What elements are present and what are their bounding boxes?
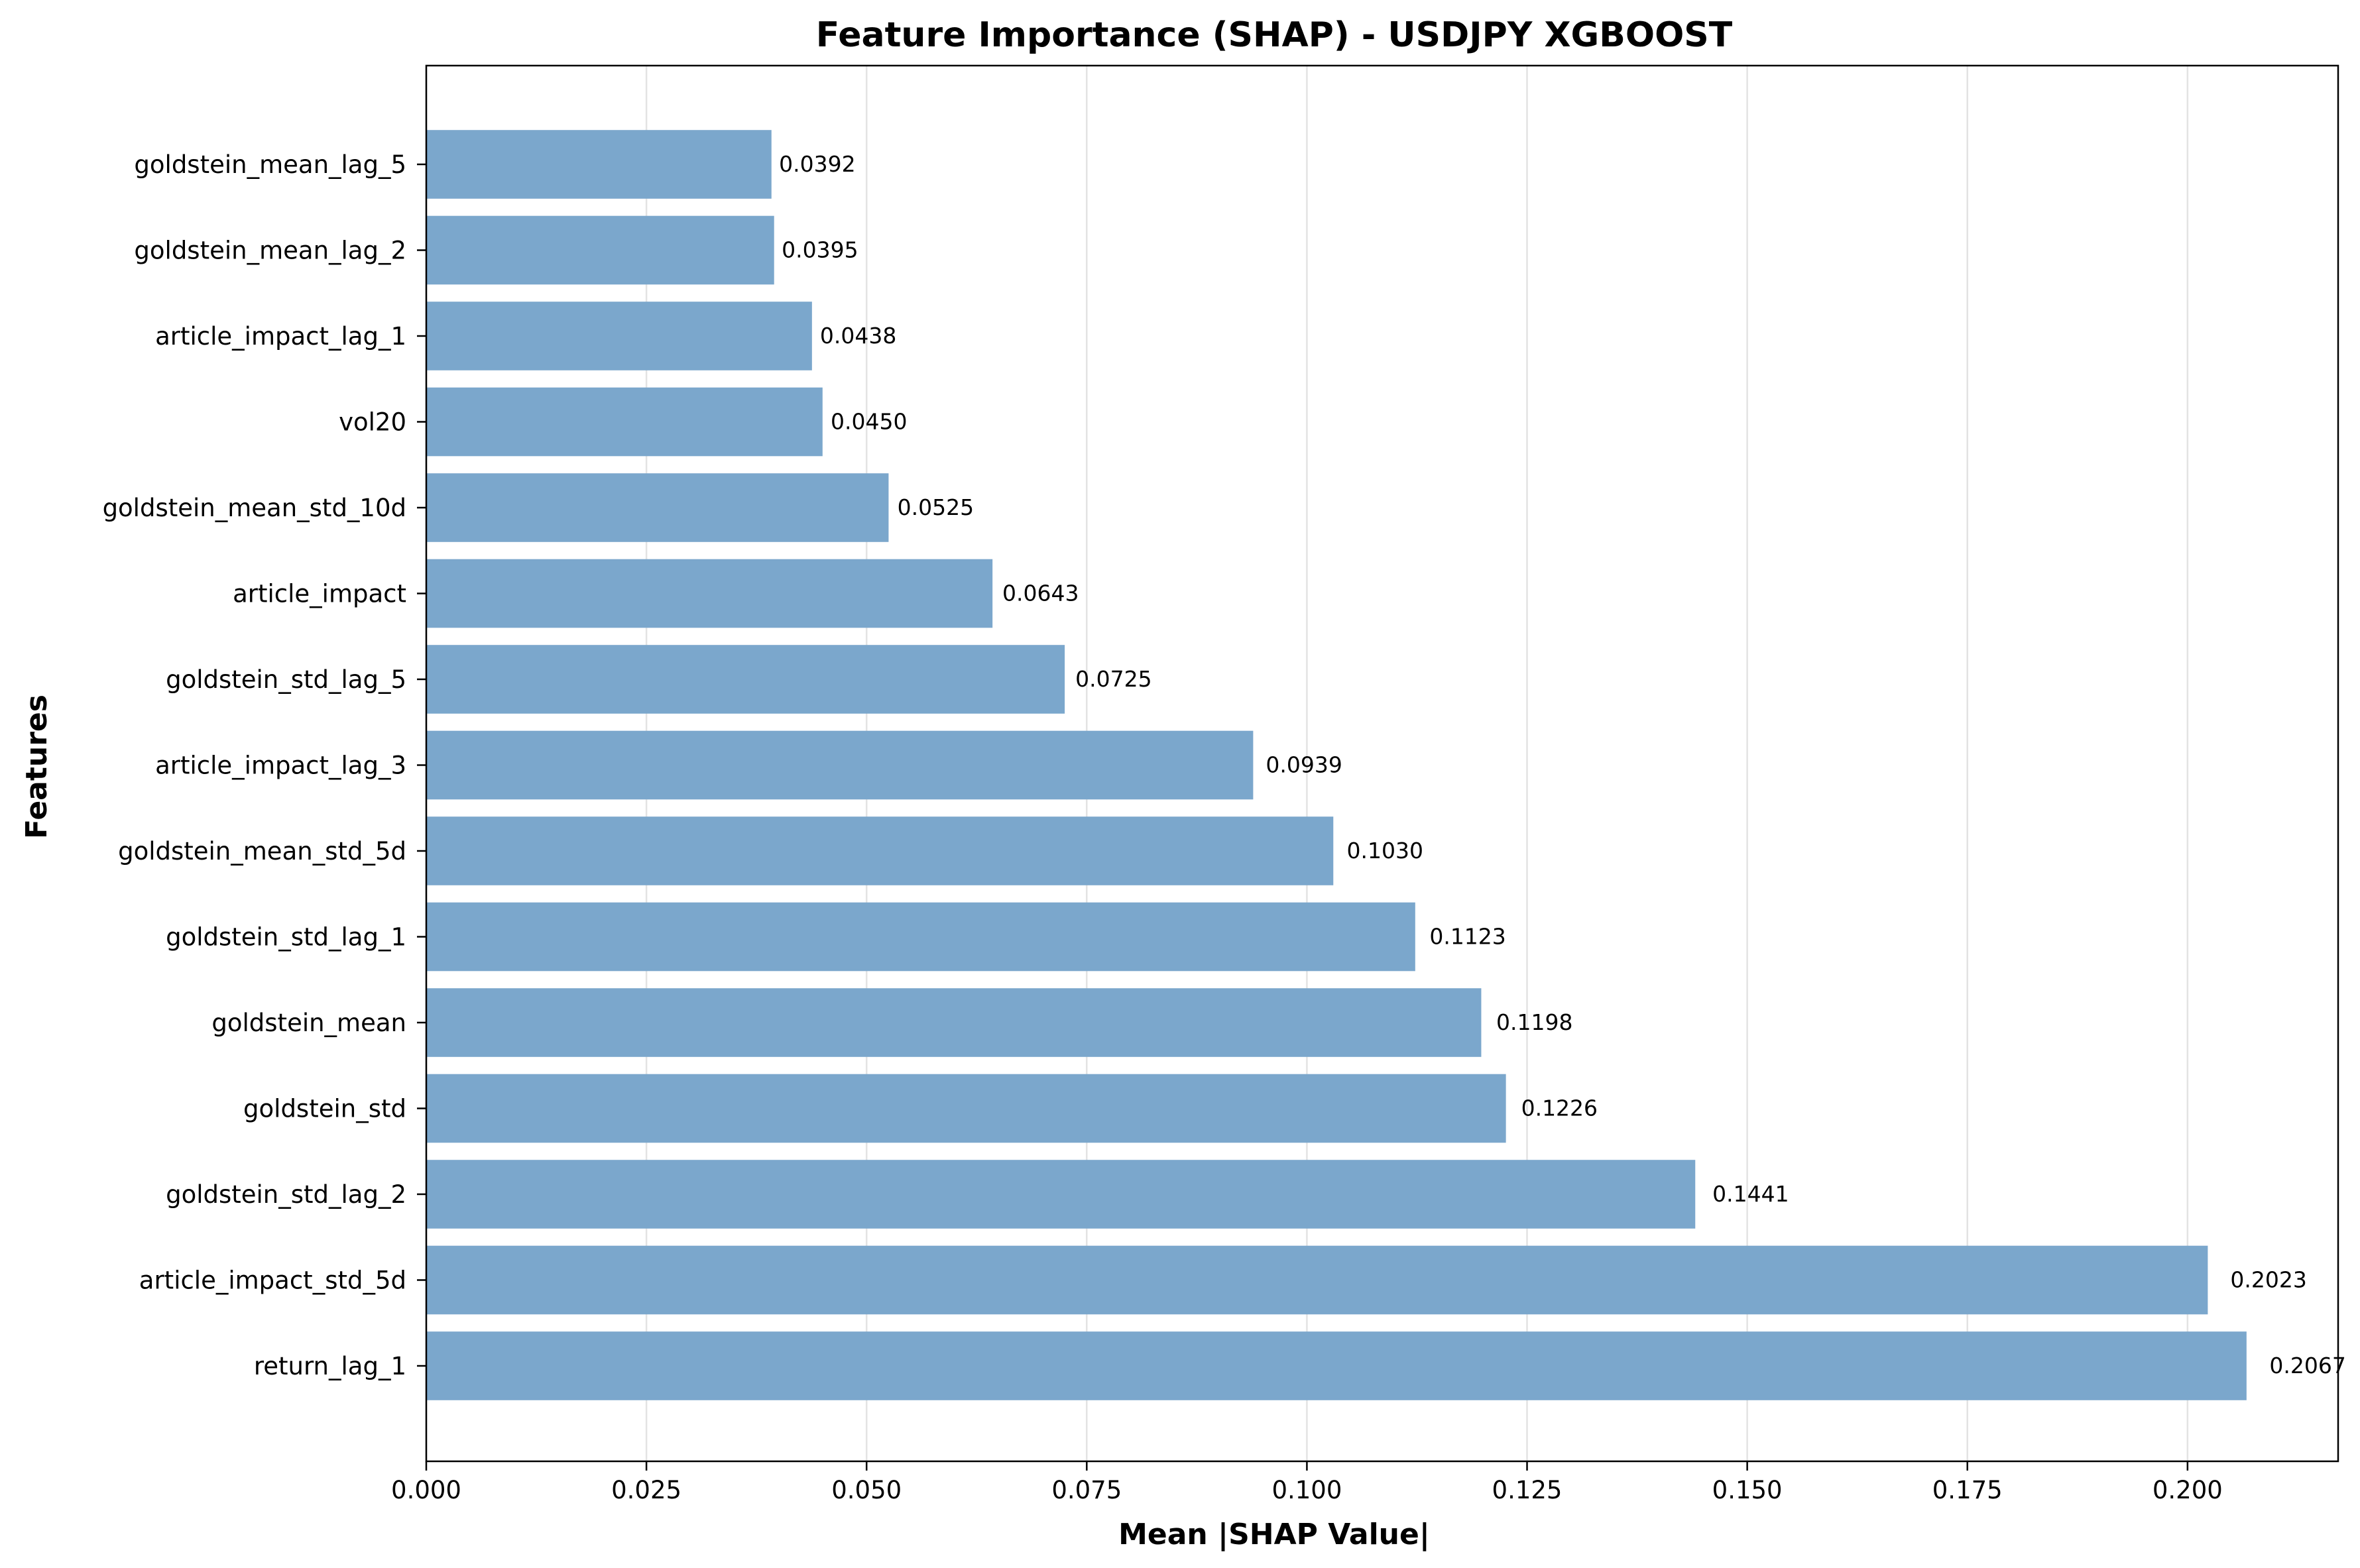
chart-title: Feature Importance (SHAP) - USDJPY XGBOO… <box>816 15 1733 55</box>
y-tick-label: goldstein_mean_lag_5 <box>134 150 406 179</box>
data-label: 0.2067 <box>2269 1353 2345 1378</box>
data-label: 0.0438 <box>820 323 896 349</box>
bar-return_lag_1 <box>426 1331 2247 1400</box>
y-tick-label: article_impact <box>233 580 406 608</box>
x-tick-label: 0.100 <box>1271 1476 1342 1504</box>
x-tick-label: 0.125 <box>1492 1476 1563 1504</box>
data-label: 0.0643 <box>1002 581 1079 606</box>
bar-goldstein_mean_lag_5 <box>426 130 772 199</box>
x-axis: 0.000 0.025 0.050 0.075 0.100 0.125 0.150 0.175… <box>391 1461 2223 1504</box>
bar-article_impact_lag_3 <box>426 730 1254 800</box>
data-label: 0.0525 <box>898 494 974 520</box>
y-axis-label: Features <box>20 695 54 839</box>
y-tick-label: goldstein_mean <box>211 1009 406 1037</box>
bar-goldstein_mean_std_5d <box>426 816 1334 885</box>
y-tick-label: goldstein_std_lag_2 <box>166 1180 406 1209</box>
data-label: 0.1123 <box>1429 924 1505 950</box>
x-tick-label: 0.150 <box>1712 1476 1783 1504</box>
data-label: 0.0939 <box>1266 752 1342 778</box>
bar-goldstein_std <box>426 1074 1506 1143</box>
plot-frame <box>425 64 2339 1463</box>
bar-goldstein_mean_lag_2 <box>426 215 774 285</box>
x-tick-label: 0.175 <box>1932 1476 2003 1504</box>
y-tick-label: goldstein_std_lag_5 <box>166 665 406 694</box>
data-label: 0.1198 <box>1496 1009 1572 1035</box>
data-labels: 0.0392 0.0395 0.0438 0.0450 0.0525 0.0643 0.07… <box>779 151 2346 1378</box>
y-tick-label: goldstein_std <box>243 1095 406 1123</box>
data-label: 0.2023 <box>2230 1267 2306 1293</box>
data-label: 0.1441 <box>1712 1181 1789 1207</box>
bar-vol20 <box>426 387 823 457</box>
data-label: 0.1226 <box>1521 1095 1598 1121</box>
y-tick-label: article_impact_std_5d <box>139 1266 406 1295</box>
x-tick-label: 0.025 <box>611 1476 681 1504</box>
y-tick-label: article_impact_lag_1 <box>155 322 406 351</box>
bar-goldstein_std_lag_5 <box>426 645 1065 714</box>
x-tick-label: 0.075 <box>1051 1476 1122 1504</box>
y-tick-label: article_impact_lag_3 <box>155 752 406 780</box>
x-tick-label: 0.000 <box>391 1476 461 1504</box>
bar-article_impact <box>426 559 993 628</box>
bar-goldstein_mean_std_10d <box>426 473 889 542</box>
y-tick-label: return_lag_1 <box>254 1352 406 1380</box>
y-tick-label: vol20 <box>339 408 406 437</box>
bar-goldstein_mean <box>426 988 1482 1057</box>
x-tick-label: 0.200 <box>2153 1476 2223 1504</box>
bar-goldstein_std_lag_1 <box>426 902 1415 972</box>
bar-article_impact_lag_1 <box>426 302 812 370</box>
data-label: 0.0725 <box>1075 666 1151 692</box>
y-axis: goldstein_mean_lag_5 goldstein_mean_lag_2… <box>103 150 426 1380</box>
data-label: 0.0395 <box>782 237 858 263</box>
data-label: 0.0450 <box>831 409 907 435</box>
y-tick-label: goldstein_std_lag_1 <box>166 923 406 952</box>
data-label: 0.1030 <box>1347 838 1423 864</box>
x-grid <box>425 66 2189 1461</box>
bar-goldstein_std_lag_2 <box>426 1160 1696 1229</box>
x-tick-label: 0.050 <box>831 1476 902 1504</box>
y-tick-label: goldstein_mean_std_10d <box>103 494 406 522</box>
data-label: 0.0392 <box>779 151 855 177</box>
x-axis-label: Mean |SHAP Value| <box>1118 1518 1430 1551</box>
bars <box>426 130 2247 1400</box>
y-tick-label: goldstein_mean_lag_2 <box>134 237 406 265</box>
bar-article_impact_std_5d <box>426 1245 2208 1315</box>
y-tick-label: goldstein_mean_std_5d <box>118 837 406 866</box>
